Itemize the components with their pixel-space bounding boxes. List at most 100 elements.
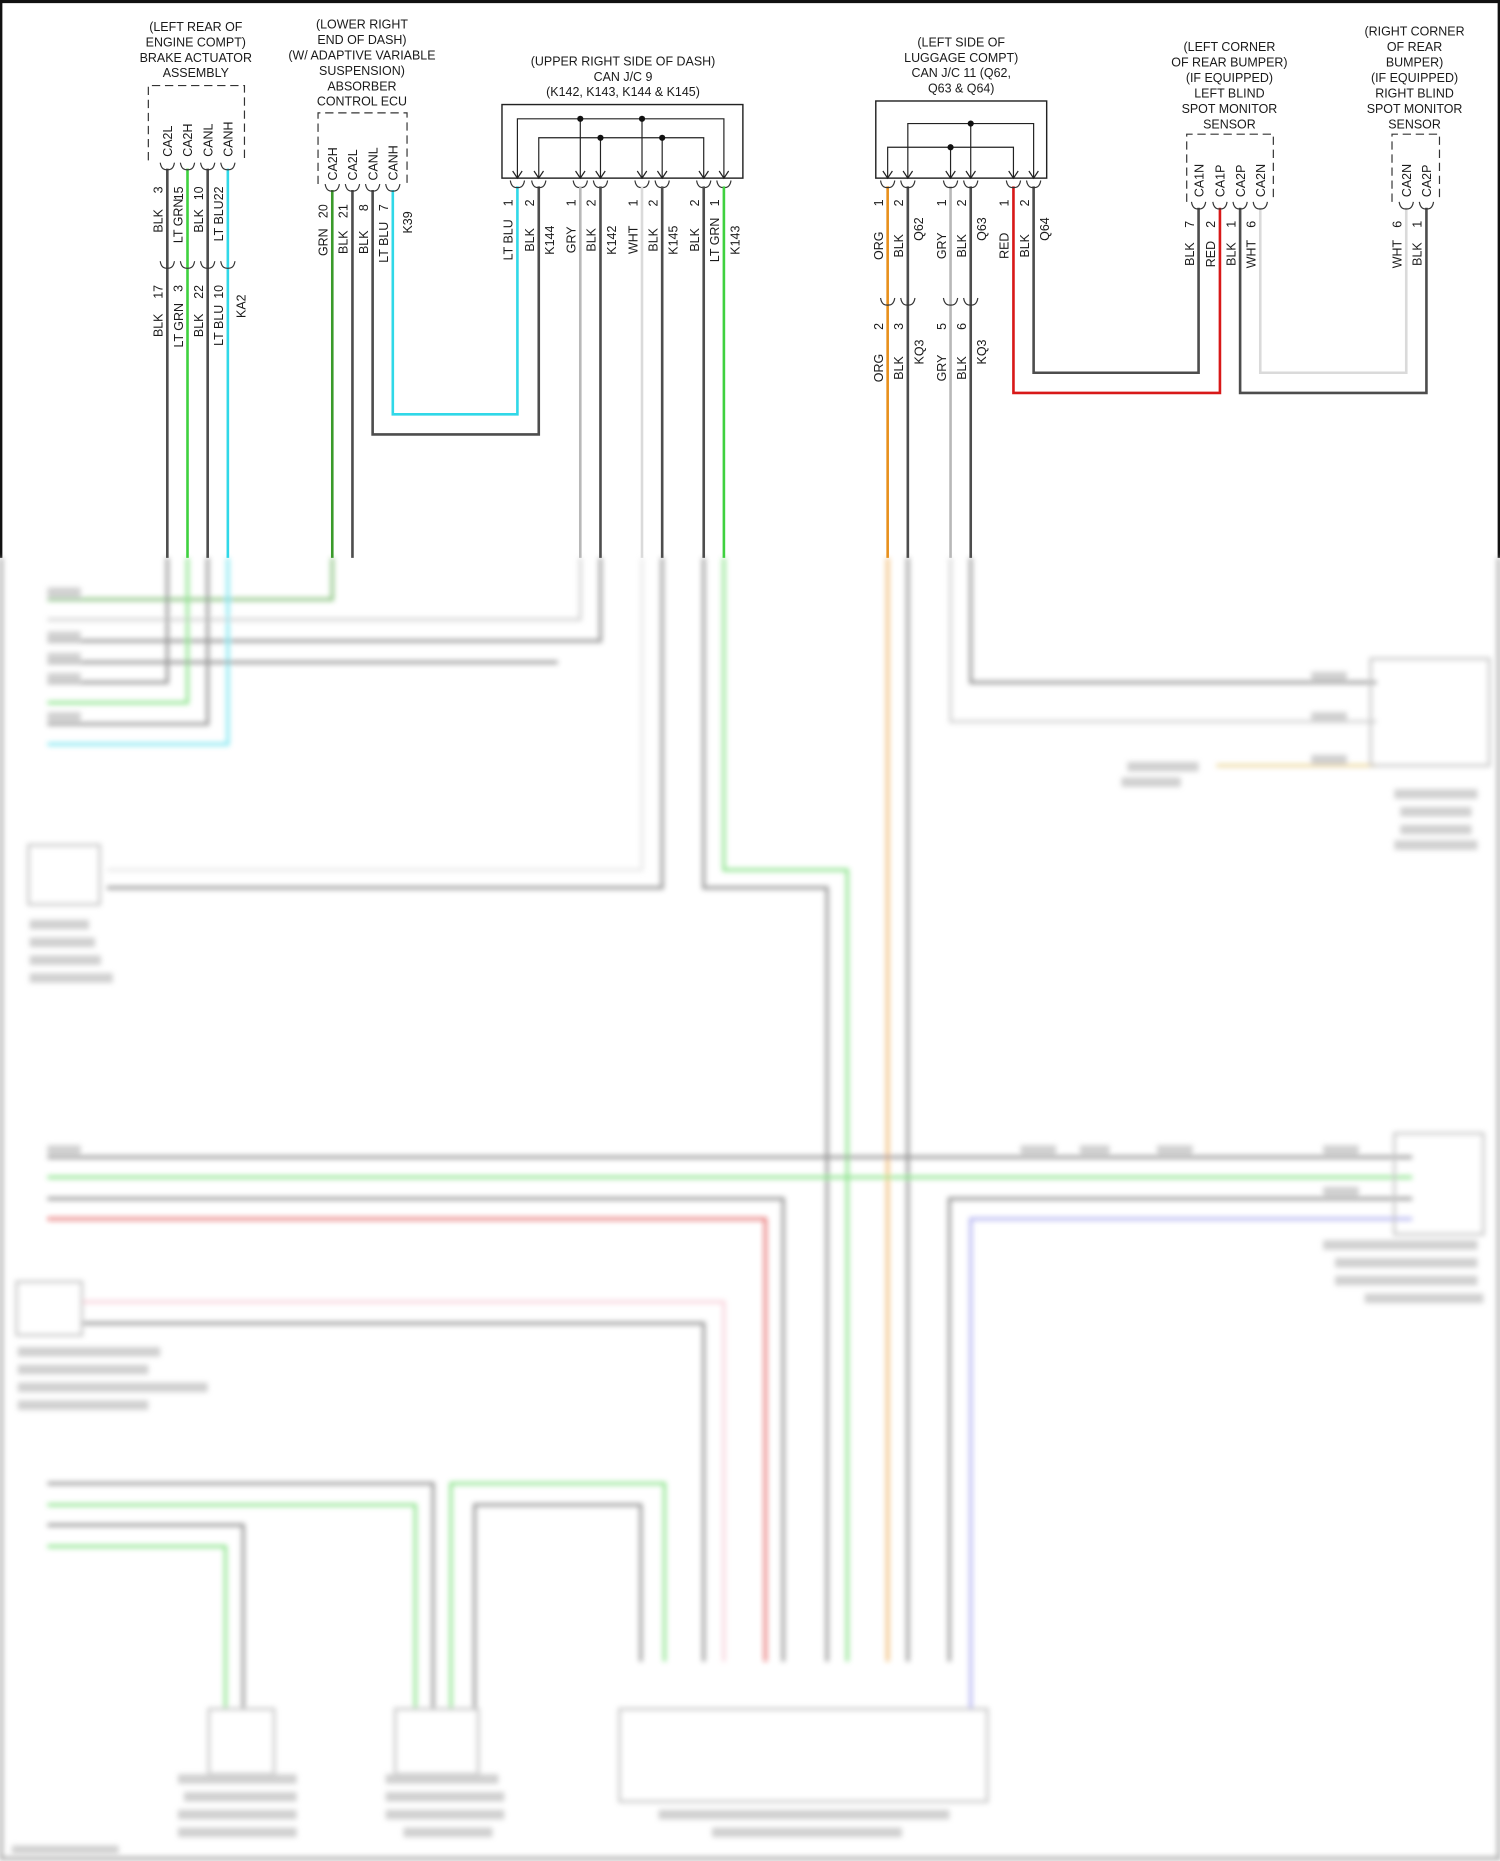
blurred-wire: [449, 1481, 667, 1709]
blurred-label: [178, 1774, 297, 1784]
pin-number: 15: [172, 186, 186, 200]
pin-number: 6: [1245, 221, 1259, 228]
pin-number: 1: [708, 199, 722, 206]
blurred-label: [178, 1809, 297, 1820]
wire-color-label: LT BLU: [212, 305, 226, 346]
wire-color-label: BLK: [688, 227, 702, 251]
frame-lower: [0, 557, 1500, 1861]
blurred-component: [1393, 1132, 1485, 1236]
wire-absorber-CANL: [371, 186, 541, 436]
pin-number: 1: [565, 199, 579, 206]
pin-number: 21: [337, 204, 351, 218]
component-title-line: ABSORBER: [327, 79, 396, 93]
component-title-line: SENSOR: [1203, 117, 1256, 131]
pin-number: 1: [935, 199, 949, 206]
blurred-label: [17, 1364, 149, 1375]
connector-terminal-icon: [159, 261, 176, 269]
blurred-wire: [47, 1544, 228, 1709]
pin-number: 5: [935, 323, 949, 330]
connector-name-kq3: KQ3: [975, 339, 989, 364]
blurred-wire: [106, 557, 644, 872]
arrow-down-icon: [718, 170, 730, 180]
connector-terminal-icon: [1398, 201, 1414, 210]
blurred-label: [385, 1809, 505, 1820]
connector-terminal-icon: [1025, 180, 1042, 189]
component-title-line: RIGHT BLIND: [1375, 86, 1454, 100]
wire-color-label: RED: [1204, 241, 1218, 267]
blurred-label: [183, 1792, 297, 1802]
connector-name-q62: Q62: [912, 217, 926, 241]
connector-terminal-icon: [1005, 180, 1022, 189]
blurred-wire: [47, 1217, 767, 1662]
blurred-wire: [969, 1217, 1413, 1709]
splice-dot: [577, 115, 584, 122]
wire-color-label: LT BLU: [377, 222, 391, 263]
component-title-line: OF REAR: [1387, 40, 1442, 54]
blurred-label: [17, 1347, 161, 1357]
blurred-wire: [47, 1197, 785, 1662]
component-title-line: (IF EQUIPPED): [1371, 71, 1458, 85]
pin-number: 3: [172, 285, 186, 292]
blurred-label: [1394, 789, 1478, 799]
blurred-label: [1020, 1145, 1057, 1155]
blurred-label: [712, 1827, 902, 1838]
blurred-label: [1311, 712, 1347, 722]
connector-name-k145: K145: [667, 226, 681, 255]
wire-color-label: GRN: [317, 228, 331, 256]
connector-name-k142: K142: [605, 226, 619, 255]
component-title-line: (LOWER RIGHT: [316, 18, 408, 32]
component-title-line: (W/ ADAPTIVE VARIABLE: [288, 48, 435, 62]
wire-color-label: LT GRN: [172, 303, 186, 348]
component-title-line: ASSEMBLY: [163, 66, 230, 80]
arrow-down-icon: [636, 170, 648, 180]
blurred-wire: [47, 1523, 245, 1709]
pin-name: CA2H: [326, 147, 340, 180]
component-title-line: CONTROL ECU: [317, 95, 407, 109]
wire-color-label: WHT: [1245, 240, 1259, 269]
pin-number: 1: [998, 199, 1012, 206]
arrow-down-icon: [575, 170, 586, 180]
pin-number: 6: [955, 323, 969, 330]
internal-bus-line: [516, 118, 725, 179]
wire-color-label: LT BLU: [212, 200, 226, 241]
arrow-down-icon: [595, 170, 606, 180]
pin-number: 7: [1183, 221, 1197, 228]
connector-name-k144: K144: [543, 226, 557, 255]
pin-name: CA2L: [346, 149, 360, 180]
blurred-wire: [47, 557, 169, 685]
component-title-line: BUMPER): [1386, 56, 1443, 70]
connector-terminal-icon: [1190, 201, 1207, 210]
pin-name: CA2N: [1254, 164, 1268, 197]
junction-connector-box: [501, 103, 744, 179]
wire-color-label: BLK: [955, 356, 969, 380]
wire-color-label: GRY: [565, 226, 579, 253]
blurred-label: [47, 587, 81, 598]
wire-color-label: BLK: [192, 208, 206, 232]
pin-name: CANH: [222, 121, 236, 156]
blurred-label: [1323, 1145, 1359, 1155]
blurred-wire: [47, 557, 582, 622]
blurred-wire: [47, 557, 210, 726]
blurred-wire: [106, 557, 664, 890]
pin-number: 6: [1391, 221, 1405, 228]
connector-terminal-icon: [179, 162, 196, 171]
blurred-label: [1121, 777, 1181, 787]
connector-terminal-icon: [385, 183, 401, 192]
component-outline: [317, 112, 408, 185]
blurred-label: [29, 937, 95, 948]
wire-color-label: BLK: [523, 227, 537, 251]
blurred-wire: [47, 557, 190, 705]
blurred-lower-section: [11, 557, 1491, 1854]
pin-name: CA2H: [181, 124, 195, 157]
connector-terminal-icon: [509, 180, 526, 189]
blurred-label: [178, 1827, 297, 1838]
splice-dot: [597, 134, 604, 141]
component-title-line: CAN J/C 9: [594, 70, 653, 84]
component-title-line: OF REAR BUMPER): [1171, 56, 1287, 70]
component-title-line: END OF DASH): [317, 33, 406, 47]
pin-number: 1: [502, 199, 516, 206]
component-title-line: (IF EQUIPPED): [1186, 71, 1273, 85]
connector-name-k39: K39: [401, 211, 415, 233]
